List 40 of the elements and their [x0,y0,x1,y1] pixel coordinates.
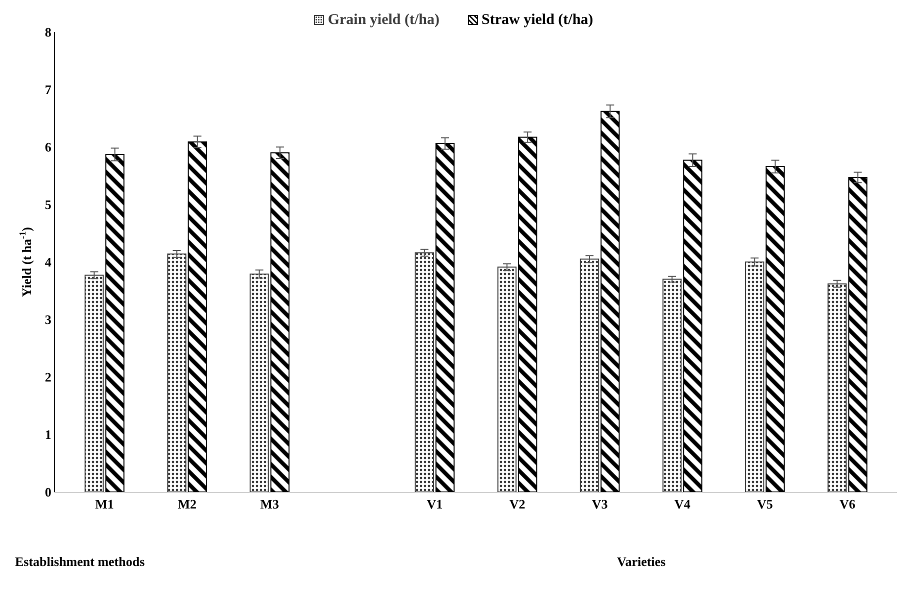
bar [745,262,764,492]
x-tick-label: V1 [426,496,443,512]
text: Establishment methods [15,554,145,569]
bar [600,110,620,492]
bar [848,176,868,492]
bar [828,283,847,492]
x-tick-label: V4 [674,496,691,512]
x-tick-label: M1 [95,496,114,512]
bar [766,166,785,492]
x-tick-label: M2 [178,496,196,512]
y-tick-label: 2 [44,370,52,385]
text: Varieties [617,554,666,569]
bar [414,252,434,492]
bar [683,160,702,492]
bar [84,274,104,492]
y-tick-label: 4 [44,254,52,270]
bar [188,141,207,492]
bar [250,274,269,492]
bar [580,258,600,492]
y-tick-label: 3 [44,312,52,328]
text: Grain yield (t/ha) [328,12,440,28]
y-tick-label: 7 [44,82,52,98]
x-tick-label: M3 [260,496,280,512]
bar [497,266,517,492]
bar [270,152,290,492]
x-tick-label: V2 [509,496,526,512]
text: Straw yield (t/ha) [482,12,594,28]
bar [518,136,538,492]
y-tick-label: 1 [44,427,52,442]
y-tick-label: 6 [44,140,52,155]
bar [435,143,455,492]
bar [662,278,682,492]
x-tick-label: V3 [592,496,608,512]
bar [105,154,124,492]
bar [167,253,186,492]
y-tick-label: 5 [44,197,52,212]
x-tick-label: V6 [840,496,856,512]
y-tick-label: 0 [44,484,52,500]
x-tick-label: V5 [756,496,774,512]
y-tick-label: 8 [44,24,52,40]
